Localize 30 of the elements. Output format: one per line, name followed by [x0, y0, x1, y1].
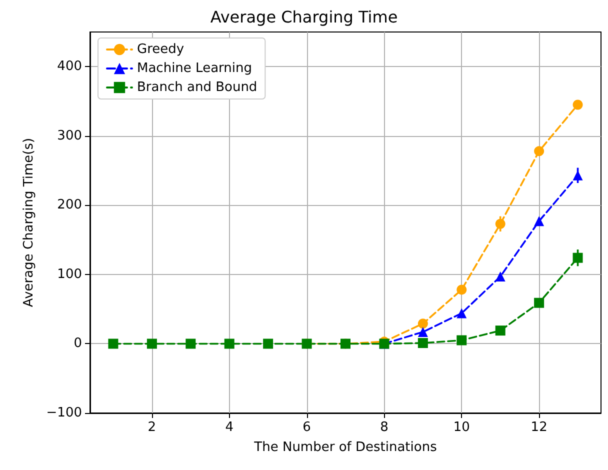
y-axis-title: Average Charging Time(s)	[21, 138, 36, 308]
x-axis-title: The Number of Destinations	[253, 440, 438, 455]
point	[224, 338, 234, 349]
point	[186, 338, 196, 349]
point	[418, 326, 428, 337]
point	[418, 318, 428, 329]
point	[263, 338, 274, 349]
y-tick-label: −100	[46, 406, 82, 420]
point	[495, 326, 506, 336]
x-tick-label: 8	[380, 420, 388, 435]
y-tick-label: 200	[57, 198, 82, 213]
point	[572, 100, 583, 110]
x-tick-label: 2	[148, 420, 156, 435]
point	[108, 338, 118, 349]
y-tick-label: 100	[57, 266, 82, 282]
x-tick-label: 6	[302, 420, 311, 435]
legend-label: Machine Learning	[137, 61, 252, 76]
x-tick-label: 4	[225, 420, 234, 435]
point	[146, 338, 157, 349]
point	[534, 298, 544, 308]
point	[418, 338, 428, 348]
legend-label: Branch and Bound	[137, 80, 258, 95]
y-tick-label: 300	[57, 128, 82, 144]
chart-title: Average Charging Time	[210, 8, 398, 26]
y-tick-label: 400	[57, 59, 82, 74]
x-tick-label: 12	[530, 420, 548, 435]
y-tick-label: 0	[74, 336, 82, 352]
point	[456, 335, 467, 346]
x-tick-label: 10	[453, 420, 470, 435]
legend-label: Greedy	[137, 42, 184, 57]
